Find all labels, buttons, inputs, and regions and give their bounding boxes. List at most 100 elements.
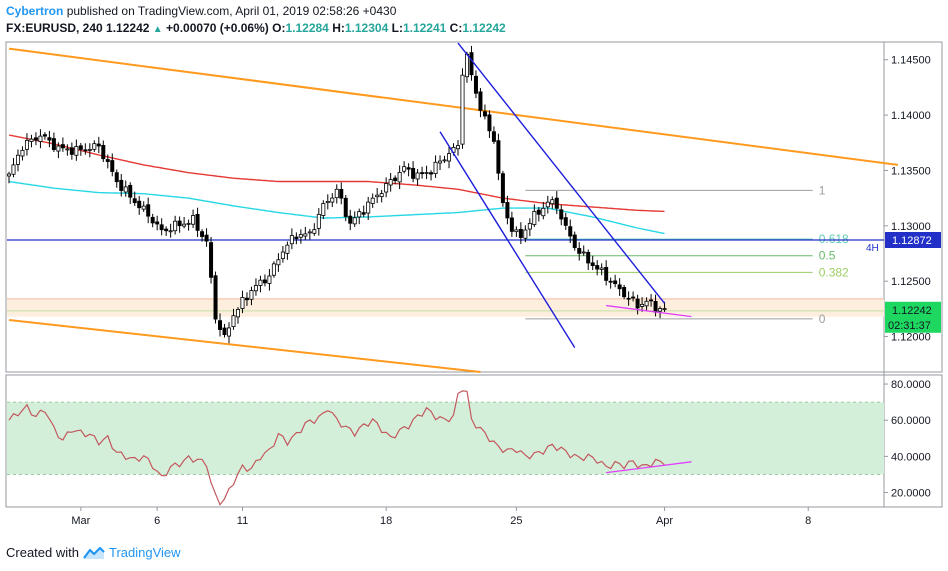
candle-up (15, 154, 20, 165)
candle-up (514, 229, 519, 233)
candle-up (168, 230, 173, 233)
candle-up (65, 148, 70, 151)
candle-down (105, 159, 110, 162)
candle-up (455, 145, 460, 150)
candle-down (586, 251, 591, 264)
candle-up (231, 315, 236, 328)
candle-up (87, 149, 92, 151)
candle-down (51, 138, 56, 150)
candle-down (572, 234, 577, 248)
candle-down (469, 52, 474, 76)
candle-up (662, 308, 667, 310)
time-tick-label: 8 (805, 515, 811, 527)
price-change: +0.00070 (+0.06%) (166, 21, 269, 35)
candle-down (262, 279, 267, 284)
candle-down (244, 297, 249, 301)
candle-down (294, 236, 299, 240)
candle-down (626, 297, 631, 300)
close-value: 1.12242 (462, 21, 506, 35)
candle-down (218, 320, 223, 330)
candle-up (29, 138, 34, 142)
candle-up (182, 223, 187, 227)
candle-up (550, 199, 555, 205)
candle-up (24, 139, 29, 150)
open-value: 1.12284 (285, 21, 329, 35)
candle-down (204, 234, 209, 242)
rsi-tick-label: 60.0000 (891, 415, 931, 427)
low-value: 1.12241 (402, 21, 447, 35)
rsi-band-fill (7, 402, 884, 475)
candle-up (415, 172, 420, 180)
candle-down (159, 224, 164, 231)
candle-down (114, 172, 119, 183)
candle-down (595, 265, 600, 270)
candle-down (491, 131, 496, 142)
hline-price-badge (885, 232, 941, 248)
candle-down (554, 197, 559, 209)
candle-down (649, 299, 654, 302)
rsi-pane-frame (5, 374, 943, 508)
rsi-divergence-line (606, 461, 692, 474)
candle-down (101, 144, 106, 160)
candle-up (388, 179, 393, 186)
candle-down (478, 91, 483, 111)
created-with-text: Created with (6, 545, 79, 560)
candle-up (424, 172, 429, 174)
candle-up (235, 309, 240, 318)
candle-up (298, 234, 303, 238)
candle-down (119, 179, 124, 191)
candle-up (271, 263, 276, 276)
ohlc-legend: FX:EURUSD, 240 1.12242 ▲ +0.00070 (+0.06… (6, 21, 506, 35)
candle-up (173, 220, 178, 232)
candle-up (658, 308, 663, 312)
candle-up (56, 145, 61, 152)
candle-down (47, 137, 52, 141)
channel-lower-line (8, 318, 481, 373)
candle-down (393, 177, 398, 181)
tradingview-brand[interactable]: TradingView (108, 545, 181, 560)
candle-down (132, 198, 137, 204)
candle-down (200, 231, 205, 237)
candle-down (69, 147, 74, 155)
author-name[interactable]: Cybertron (6, 4, 64, 18)
candle-up (357, 211, 362, 218)
candle-up (20, 149, 25, 157)
candle-up (599, 267, 604, 270)
candle-up (640, 303, 645, 307)
candle-down (500, 173, 505, 204)
candle-down (473, 75, 478, 94)
candle-down (487, 114, 492, 132)
candle-down (482, 111, 487, 117)
candle-down (577, 248, 582, 254)
candle-down (146, 204, 151, 217)
time-tick-label: Apr (656, 515, 673, 527)
candle-down (411, 167, 416, 179)
candle-up (402, 166, 407, 172)
timeframe-tag: 4H (866, 243, 879, 254)
candle-up (532, 210, 537, 225)
candle-up (366, 201, 371, 214)
candle-up (253, 285, 258, 292)
channel-upper-line (8, 47, 899, 166)
candle-down (150, 216, 155, 224)
candle-down (635, 298, 640, 309)
candle-down (496, 140, 501, 174)
rsi-tick-label: 80.0000 (891, 379, 931, 391)
price-tick-label: 1.13000 (891, 221, 931, 233)
symbol-label[interactable]: FX:EURUSD, 240 (6, 21, 103, 35)
time-tick-label: 6 (154, 515, 160, 527)
publish-info: Cybertron published on TradingView.com, … (6, 4, 396, 18)
candle-up (433, 161, 438, 175)
time-tick-label: 25 (510, 515, 522, 527)
candle-up (303, 233, 308, 237)
candle-up (438, 160, 443, 164)
candle-up (464, 53, 469, 78)
candle-down (128, 184, 133, 198)
candle-down (343, 197, 348, 217)
tradingview-logo-icon (83, 546, 105, 559)
fib-level-label: 0.618 (819, 232, 849, 246)
candle-down (613, 280, 618, 285)
candle-up (397, 172, 402, 183)
candle-up (92, 143, 97, 150)
